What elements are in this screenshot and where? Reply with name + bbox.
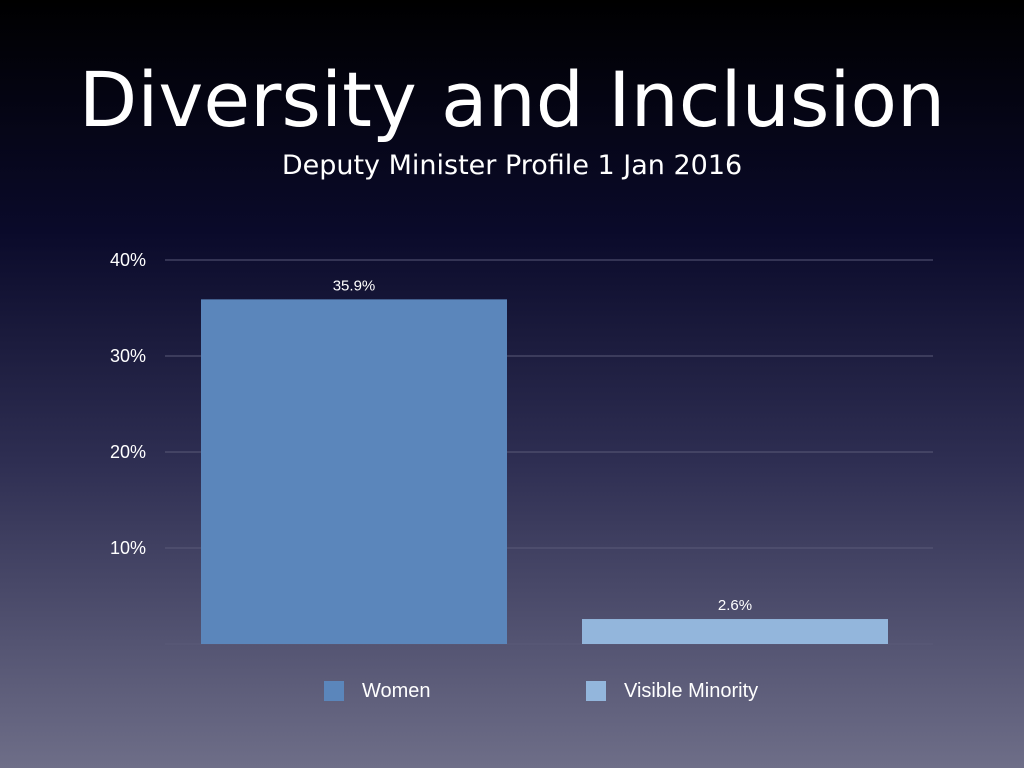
y-tick-label: 10% xyxy=(110,538,146,558)
legend-label-women: Women xyxy=(362,679,431,702)
legend-label-visible-minority: Visible Minority xyxy=(624,679,759,702)
bar-visible-minority xyxy=(582,619,888,644)
legend-item-women: Women xyxy=(324,678,431,704)
data-label-visible-minority: 2.6% xyxy=(718,597,752,614)
y-tick-label: 20% xyxy=(110,442,146,462)
data-label-women: 35.9% xyxy=(333,277,376,294)
slide-subtitle: Deputy Minister Profile 1 Jan 2016 xyxy=(281,150,743,181)
bar-women xyxy=(201,299,507,644)
y-tick-label: 30% xyxy=(110,346,146,366)
chart-legend: Women Visible Minority xyxy=(0,678,1024,704)
slide-title: Diversity and Inclusion xyxy=(78,55,946,144)
data-labels: 35.9% 2.6% xyxy=(333,277,752,614)
y-axis-tick-labels: 10% 20% 30% 40% xyxy=(110,250,146,558)
legend-swatch-women xyxy=(324,681,344,701)
legend-item-visible-minority: Visible Minority xyxy=(586,678,758,704)
bars xyxy=(201,299,888,644)
legend-swatch-visible-minority xyxy=(586,681,606,701)
y-tick-label: 40% xyxy=(110,250,146,270)
